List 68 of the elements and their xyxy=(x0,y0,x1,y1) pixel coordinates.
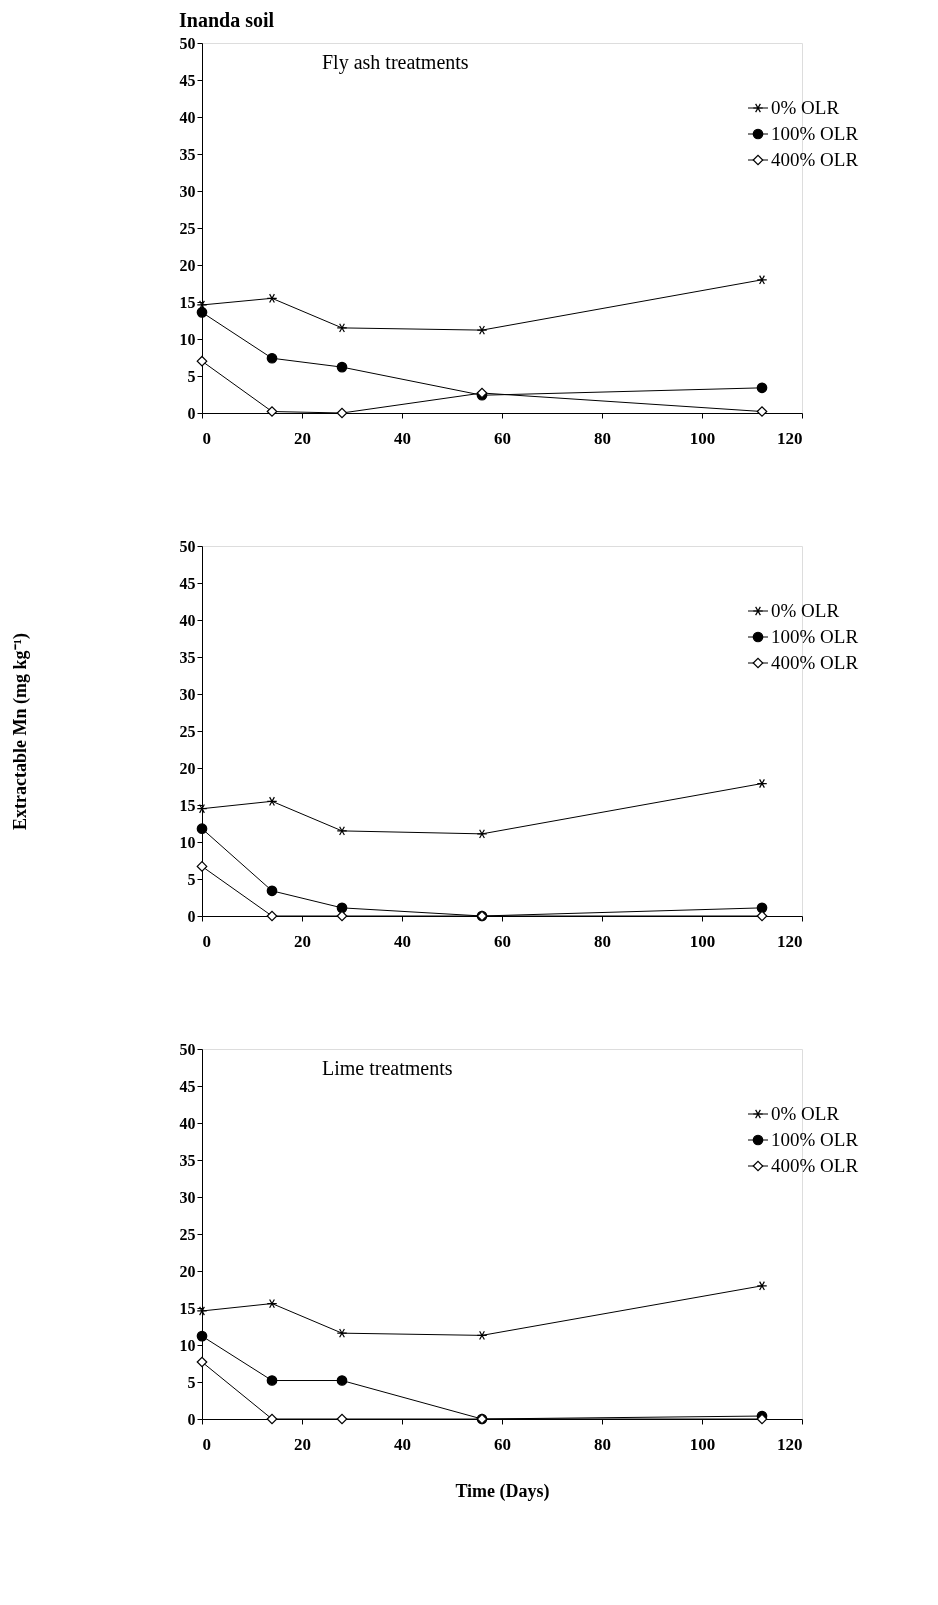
x-axis-title: Time (Days) xyxy=(455,1480,550,1502)
y-tick-label: 10 xyxy=(179,330,196,348)
y-tick-label: 45 xyxy=(179,574,196,592)
y-tick-label: 30 xyxy=(179,182,196,200)
y-tick-label: 15 xyxy=(179,293,196,311)
legend-label: 400% OLR xyxy=(771,652,859,673)
y-tick-label: 25 xyxy=(179,722,196,740)
y-tick-label: 5 xyxy=(187,870,196,888)
x-tick-label: 20 xyxy=(294,1434,311,1454)
y-tick-label: 40 xyxy=(179,1114,196,1132)
y-tick-label: 0 xyxy=(187,404,196,422)
x-tick-label: 100 xyxy=(689,1434,716,1454)
legend-label: 0% OLR xyxy=(771,97,840,118)
y-tick-label: 0 xyxy=(187,907,196,925)
y-tick-label: 20 xyxy=(179,256,196,274)
y-tick-label: 45 xyxy=(179,71,196,89)
y-tick-label: 50 xyxy=(179,34,196,52)
chart-title: Inanda soil xyxy=(179,9,275,31)
x-tick-label: 60 xyxy=(494,1434,511,1454)
y-tick-label: 20 xyxy=(179,1262,196,1280)
y-tick-label: 5 xyxy=(187,367,196,385)
x-tick-label: 100 xyxy=(689,428,716,448)
x-tick-label: 120 xyxy=(777,1434,803,1454)
x-tick-label: 60 xyxy=(494,931,511,951)
x-tick-label: 0 xyxy=(202,428,211,448)
y-tick-label: 20 xyxy=(179,759,196,777)
y-tick-label: 25 xyxy=(179,1225,196,1243)
x-tick-label: 120 xyxy=(777,428,803,448)
y-tick-label: 15 xyxy=(179,796,196,814)
y-tick-label: 50 xyxy=(179,537,196,555)
y-tick-label: 35 xyxy=(179,145,196,163)
x-tick-label: 40 xyxy=(394,1434,411,1454)
y-tick-label: 25 xyxy=(179,219,196,237)
legend-label: 100% OLR xyxy=(771,1129,859,1150)
y-tick-label: 10 xyxy=(179,1336,196,1354)
y-tick-label: 40 xyxy=(179,611,196,629)
x-tick-label: 40 xyxy=(394,931,411,951)
legend-label: 100% OLR xyxy=(771,626,859,647)
legend-label: 100% OLR xyxy=(771,123,859,144)
x-tick-label: 40 xyxy=(394,428,411,448)
y-tick-label: 30 xyxy=(179,1188,196,1206)
legend-label: 0% OLR xyxy=(771,1103,840,1124)
y-tick-label: 40 xyxy=(179,108,196,126)
x-tick-label: 100 xyxy=(689,931,716,951)
y-tick-label: 5 xyxy=(187,1373,196,1391)
x-tick-label: 0 xyxy=(202,931,211,951)
y-tick-label: 50 xyxy=(179,1040,196,1058)
x-tick-label: 80 xyxy=(594,428,611,448)
y-tick-label: 35 xyxy=(179,1151,196,1169)
y-tick-label: 0 xyxy=(187,1410,196,1428)
annotation: Lime treatments xyxy=(322,1057,453,1079)
y-tick-label: 10 xyxy=(179,833,196,851)
y-tick-label: 35 xyxy=(179,648,196,666)
x-tick-label: 80 xyxy=(594,1434,611,1454)
x-tick-label: 20 xyxy=(294,428,311,448)
y-tick-label: 30 xyxy=(179,685,196,703)
x-tick-label: 20 xyxy=(294,931,311,951)
x-tick-label: 80 xyxy=(594,931,611,951)
annotation: Fly ash treatments xyxy=(322,51,469,74)
x-tick-label: 0 xyxy=(202,1434,211,1454)
y-axis-title: Extractable Mn (mg kg⁻¹) xyxy=(9,633,31,830)
legend-label: 400% OLR xyxy=(771,1155,859,1176)
x-tick-label: 120 xyxy=(777,931,803,951)
legend-label: 400% OLR xyxy=(771,149,859,170)
y-tick-label: 15 xyxy=(179,1299,196,1317)
legend-label: 0% OLR xyxy=(771,600,840,621)
y-tick-label: 45 xyxy=(179,1077,196,1095)
x-tick-label: 60 xyxy=(494,428,511,448)
